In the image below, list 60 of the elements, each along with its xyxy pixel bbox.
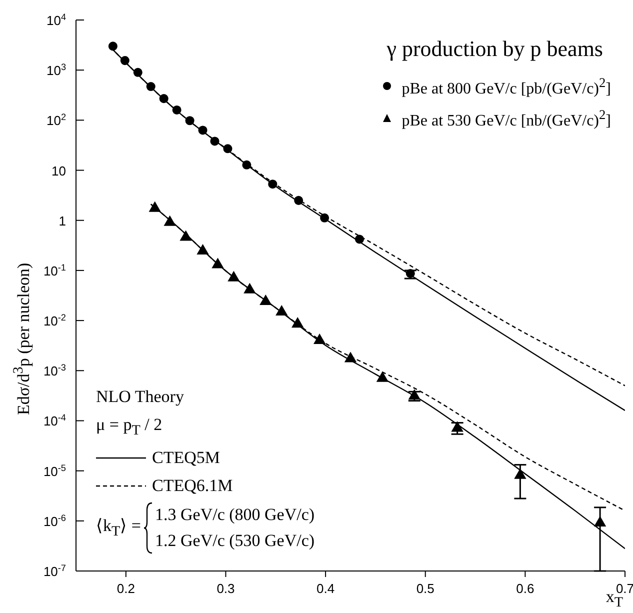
point bbox=[120, 56, 130, 66]
point bbox=[196, 244, 209, 254]
x-tick-label: 0.6 bbox=[516, 581, 534, 596]
y-tick-label: 10$^{-2}$ bbox=[43, 312, 66, 329]
y-tick-label: 10$^{-5}$ bbox=[43, 462, 66, 479]
y-tick-label: 10$^{-1}$ bbox=[43, 262, 66, 278]
point bbox=[594, 516, 606, 526]
x-tick-label: 0.5 bbox=[416, 581, 434, 596]
x-tick-label: 0.2 bbox=[116, 581, 135, 596]
point bbox=[320, 213, 330, 222]
legend-label: CTEQ5M bbox=[152, 447, 220, 470]
legend-label: pBe at 530 GeV/c [nb/(GeV/c)$^{2}$] bbox=[402, 106, 611, 132]
point bbox=[451, 421, 464, 432]
point bbox=[313, 333, 326, 344]
y-tick-label: 10$^{2}$ bbox=[46, 112, 66, 128]
point bbox=[354, 234, 364, 244]
x-tick-label: 0.3 bbox=[216, 581, 235, 596]
point bbox=[185, 116, 194, 126]
y-tick-label: 10$^{3}$ bbox=[46, 62, 66, 78]
point bbox=[164, 215, 176, 226]
annotation: ⟨k$_{T}$⟩ = bbox=[96, 516, 141, 540]
y-tick-label: 10 bbox=[52, 163, 66, 178]
y-tick-label: 10$^{-6}$ bbox=[43, 512, 66, 529]
point bbox=[212, 258, 224, 268]
point bbox=[406, 268, 415, 278]
point bbox=[276, 305, 288, 316]
point bbox=[514, 468, 526, 479]
legend-label: CTEQ6.1M bbox=[152, 475, 233, 498]
point bbox=[180, 230, 192, 241]
point bbox=[133, 68, 142, 77]
point bbox=[172, 105, 182, 114]
point bbox=[159, 94, 168, 104]
annotation: μ = p$_{T}$ / 2 bbox=[96, 415, 162, 438]
y-tick-label: 10$^{-3}$ bbox=[43, 362, 66, 379]
x-tick-label: 0.4 bbox=[316, 581, 335, 596]
annotation: 1.2 GeV/c (530 GeV/c) bbox=[155, 531, 315, 550]
point bbox=[294, 196, 304, 205]
y-tick-label: 10$^{4}$ bbox=[46, 12, 66, 28]
y-tick-label: 1 bbox=[58, 213, 66, 228]
point bbox=[344, 352, 357, 362]
point bbox=[146, 82, 156, 92]
y-tick-label: 10$^{-4}$ bbox=[43, 412, 66, 429]
point bbox=[244, 282, 256, 294]
legend-label: pBe at 800 GeV/c [pb/(GeV/c)$^{2}$] bbox=[402, 74, 611, 100]
point bbox=[242, 160, 252, 170]
x-tick-label: 0.7 bbox=[616, 581, 633, 596]
y-tick-label: 10$^{-7}$ bbox=[43, 563, 66, 579]
point bbox=[260, 294, 272, 306]
text: γ production by p beams bbox=[386, 36, 603, 61]
point bbox=[223, 144, 232, 154]
point bbox=[198, 126, 208, 135]
point bbox=[108, 42, 118, 51]
annotation: NLO Theory bbox=[96, 387, 184, 406]
point bbox=[148, 201, 161, 212]
point bbox=[268, 180, 278, 189]
point bbox=[210, 136, 220, 146]
point bbox=[292, 317, 304, 328]
annotation: 1.3 GeV/c (800 GeV/c) bbox=[155, 505, 315, 524]
point bbox=[376, 371, 389, 382]
point bbox=[228, 270, 240, 282]
